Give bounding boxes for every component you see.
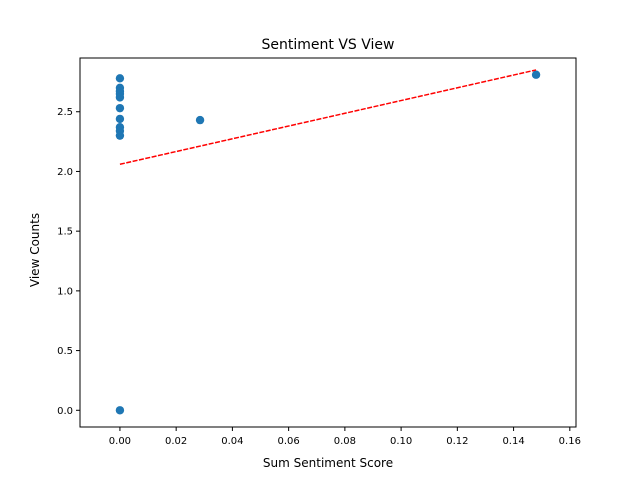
data-point <box>115 103 125 113</box>
y-tick-label: 1.0 <box>57 286 73 297</box>
data-point <box>115 74 125 83</box>
chart-title: Sentiment VS View <box>262 37 395 53</box>
y-tick-label: 0.5 <box>57 346 73 357</box>
data-point <box>115 406 125 415</box>
x-tick-label: 0.08 <box>334 436 356 447</box>
axes: 0.00 0.02 0.04 0.06 0.08 0.10 0.12 0.14 0.16 0.0 0… <box>57 57 581 447</box>
x-tick-label: 0.02 <box>165 436 187 447</box>
plot-area <box>115 69 541 415</box>
x-tick-label: 0.12 <box>446 436 468 447</box>
data-point <box>195 115 205 125</box>
x-tick-label: 0.14 <box>502 436 524 447</box>
axes-frame <box>79 57 577 428</box>
trend-line <box>119 69 537 166</box>
data-point <box>115 93 125 102</box>
y-tick-label: 0.0 <box>57 406 73 417</box>
x-tick-label: 0.10 <box>390 436 412 447</box>
data-point <box>115 131 125 140</box>
x-tick-label: 0.16 <box>559 436 581 447</box>
x-tick-label: 0.00 <box>109 436 131 447</box>
x-axis-label: Sum Sentiment Score <box>263 456 393 470</box>
x-tick-label: 0.04 <box>221 436 243 447</box>
x-tick-label: 0.06 <box>278 436 300 447</box>
data-point <box>115 114 125 124</box>
y-axis-label: View Counts <box>28 213 42 287</box>
y-tick-label: 2.5 <box>57 107 73 118</box>
y-tick-label: 1.5 <box>57 227 73 238</box>
y-tick-label: 2.0 <box>57 167 73 178</box>
data-point <box>531 70 541 79</box>
